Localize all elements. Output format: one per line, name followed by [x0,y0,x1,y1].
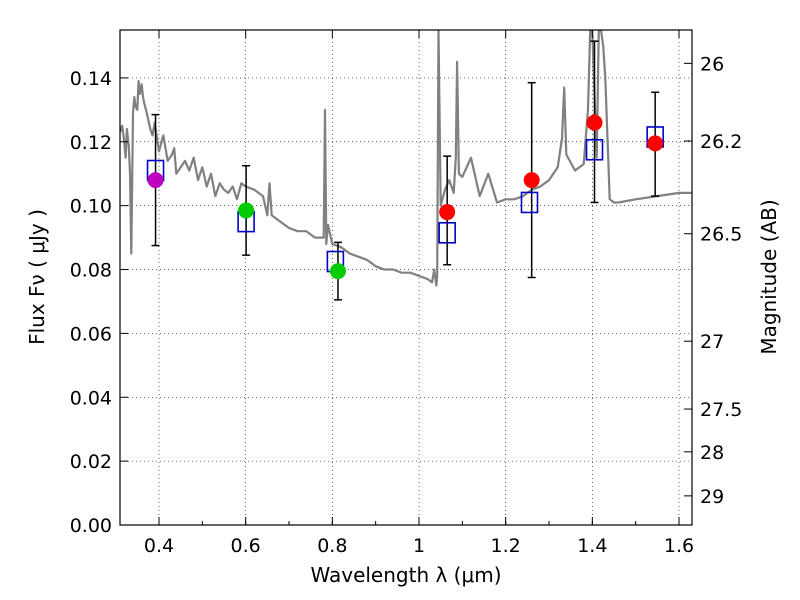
observed-flux-point [329,263,346,280]
y2-tick-label: 29 [700,486,724,508]
x-tick-label: 1.2 [491,535,521,557]
y2-tick-label: 26.2 [700,131,742,153]
observed-flux-point [523,172,540,189]
y2-tick-label: 27.5 [700,399,742,421]
observed-flux-point [147,172,164,189]
x-tick-label: 1.6 [664,535,694,557]
y2-tick-label: 28 [700,442,724,464]
plot-frame [119,29,693,526]
y-tick-label: 0.02 [70,451,112,473]
y-tick-label: 0.12 [70,132,112,154]
y-tick-label: 0.14 [70,68,112,90]
x-tick-label: 0.8 [317,535,347,557]
y-tick-label: 0.00 [70,515,112,537]
x-tick-label: 0.4 [144,535,174,557]
y2-tick-label: 26.5 [700,224,742,246]
model-photometry-marker [438,221,456,244]
model-photometry-marker [520,191,539,214]
axes: 0.4 0.6 0.8 1 1.2 1.4 1.6 0.00 0.02 0.04 0.06 0.08 0… [70,30,742,557]
plot-area [120,30,692,301]
model-spectrum-line [120,30,692,287]
y-tick-label: 0.04 [70,387,112,409]
y2-tick-label: 27 [700,331,724,353]
observed-flux-point [647,135,664,152]
x-tick-label: 1 [413,535,425,557]
y-tick-label: 0.06 [70,323,112,345]
y2-axis-label: Magnitude (AB) [757,199,781,354]
x-tick-label: 0.6 [231,535,261,557]
y2-tick-label: 26 [700,53,724,75]
observed-flux-point [586,114,603,131]
x-axis-label: Wavelength λ (μm) [310,563,501,587]
observed-flux-point [439,204,456,221]
y-tick-label: 0.08 [70,260,112,282]
x-tick-label: 1.4 [577,535,607,557]
y-axis-label: Flux Fν ( μJy ) [25,209,49,345]
observed-flux-point [238,202,255,219]
y-tick-label: 0.10 [70,196,112,218]
model-photometry-marker [585,138,604,161]
